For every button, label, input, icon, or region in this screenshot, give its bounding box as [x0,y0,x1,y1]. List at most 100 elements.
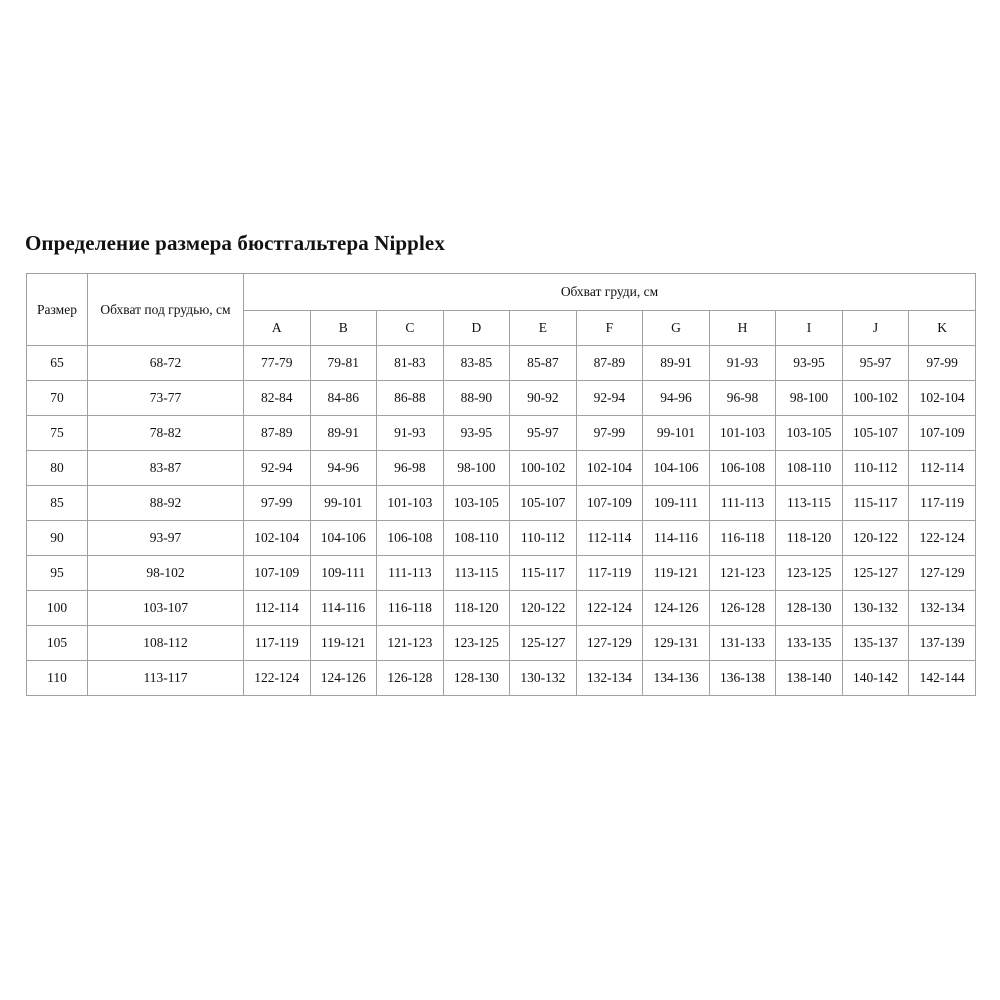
cell-bust: 131-133 [708,625,777,661]
cell-bust: 114-116 [309,590,378,626]
header-cup-g: G [642,310,710,346]
table-row: 75 78-82 87-89 89-91 91-93 93-95 95-97 97-99 99-… [26,415,976,451]
cell-bust: 87-89 [243,415,311,451]
table-row: 65 68-72 77-79 79-81 81-83 83-85 85-87 87-89 89-… [26,345,976,381]
header-cup-a: A [243,310,311,346]
cell-bust: 109-111 [309,555,378,591]
cell-bust: 93-95 [442,415,511,451]
cell-bust: 126-128 [708,590,777,626]
header-cup-k: K [908,310,976,346]
cell-underbust: 93-97 [87,520,244,556]
cell-bust: 128-130 [442,660,511,696]
cell-bust: 99-101 [642,415,710,451]
cell-underbust: 83-87 [87,450,244,486]
cell-size: 85 [26,485,88,521]
cell-bust: 91-93 [708,345,777,381]
cell-bust: 107-109 [575,485,644,521]
cell-bust: 96-98 [376,450,444,486]
cell-bust: 105-107 [509,485,577,521]
cell-bust: 115-117 [509,555,577,591]
cell-bust: 90-92 [509,380,577,416]
cell-bust: 117-119 [908,485,976,521]
cell-bust: 104-106 [642,450,710,486]
cell-bust: 123-125 [775,555,843,591]
cell-bust: 77-79 [243,345,311,381]
cell-bust: 124-126 [309,660,378,696]
cell-bust: 91-93 [376,415,444,451]
cell-bust: 126-128 [376,660,444,696]
cell-bust: 113-115 [775,485,843,521]
cell-bust: 138-140 [775,660,843,696]
cell-bust: 86-88 [376,380,444,416]
cell-bust: 118-120 [442,590,511,626]
cell-size: 80 [26,450,88,486]
cell-bust: 95-97 [509,415,577,451]
cell-bust: 109-111 [642,485,710,521]
header-cup-i: I [775,310,843,346]
cell-bust: 122-124 [243,660,311,696]
cell-size: 70 [26,380,88,416]
cell-bust: 94-96 [309,450,378,486]
cell-bust: 127-129 [575,625,644,661]
cell-bust: 108-110 [775,450,843,486]
cell-bust: 84-86 [309,380,378,416]
cell-size: 65 [26,345,88,381]
cell-bust: 137-139 [908,625,976,661]
cell-bust: 125-127 [509,625,577,661]
cell-bust: 117-119 [575,555,644,591]
cell-bust: 130-132 [841,590,910,626]
cell-underbust: 103-107 [87,590,244,626]
page-title: Определение размера бюстгальтера Nipplex [25,231,445,255]
cell-bust: 93-95 [775,345,843,381]
cell-bust: 82-84 [243,380,311,416]
cell-bust: 116-118 [708,520,777,556]
cell-bust: 117-119 [243,625,311,661]
cell-size: 90 [26,520,88,556]
cell-bust: 110-112 [509,520,577,556]
cell-bust: 127-129 [908,555,976,591]
cell-underbust: 108-112 [87,625,244,661]
cell-bust: 123-125 [442,625,511,661]
cell-bust: 134-136 [642,660,710,696]
cell-bust: 112-114 [908,450,976,486]
cell-bust: 110-112 [841,450,910,486]
header-cup-h: H [708,310,777,346]
cell-bust: 85-87 [509,345,577,381]
table-row: 110 113-117 122-124 124-126 126-128 128-130 13… [26,660,976,696]
cell-bust: 79-81 [309,345,378,381]
cell-bust: 102-104 [908,380,976,416]
cell-bust: 87-89 [575,345,644,381]
cell-bust: 124-126 [642,590,710,626]
cell-bust: 118-120 [775,520,843,556]
cell-bust: 83-85 [442,345,511,381]
cell-bust: 116-118 [376,590,444,626]
header-underbust: Обхват под грудью, см [87,273,244,346]
header-cup-b: B [309,310,378,346]
header-cup-c: C [376,310,444,346]
header-bust: Обхват груди, см [243,273,976,311]
cell-bust: 112-114 [243,590,311,626]
cell-bust: 133-135 [775,625,843,661]
cell-bust: 81-83 [376,345,444,381]
cell-bust: 89-91 [309,415,378,451]
cell-bust: 125-127 [841,555,910,591]
cell-bust: 128-130 [775,590,843,626]
cell-bust: 129-131 [642,625,710,661]
cell-bust: 102-104 [575,450,644,486]
cell-bust: 111-113 [708,485,777,521]
cell-bust: 103-105 [775,415,843,451]
cell-bust: 120-122 [509,590,577,626]
header-cup-e: E [509,310,577,346]
table-row: 90 93-97 102-104 104-106 106-108 108-110 110-1… [26,520,976,556]
cell-bust: 121-123 [708,555,777,591]
table-row: 100 103-107 112-114 114-116 116-118 118-120 12… [26,590,976,626]
cell-bust: 132-134 [575,660,644,696]
cell-bust: 97-99 [243,485,311,521]
cell-bust: 108-110 [442,520,511,556]
cell-bust: 120-122 [841,520,910,556]
cell-size: 95 [26,555,88,591]
cell-bust: 100-102 [509,450,577,486]
cell-bust: 104-106 [309,520,378,556]
cell-size: 105 [26,625,88,661]
cell-underbust: 73-77 [87,380,244,416]
